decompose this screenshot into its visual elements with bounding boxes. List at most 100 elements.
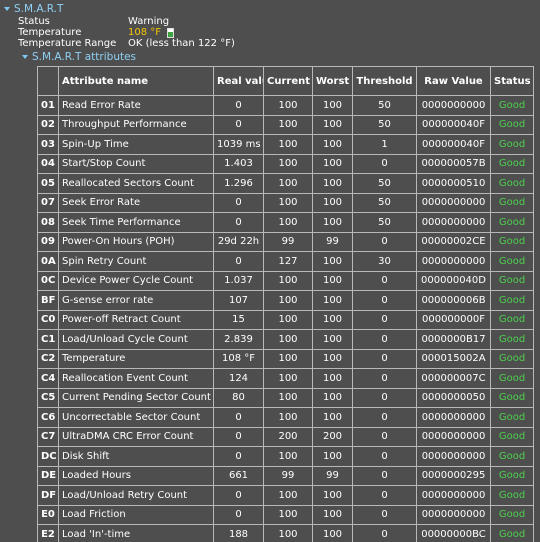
table-row[interactable]: C2 Temperature 108 °F 100 100 0 000015002A Good — [37, 348, 534, 369]
table-row[interactable]: C0 Power-off Retract Count 15 100 100 0 000000… — [37, 309, 534, 330]
table-row[interactable]: 08 Seek Time Performance 0 100 100 50 00000000… — [37, 212, 534, 233]
status-header[interactable]: Status — [490, 66, 534, 96]
attribute-name: Start/Stop Count — [58, 153, 214, 174]
raw-value: 000015002A — [416, 348, 491, 369]
worst-value: 99 — [312, 231, 353, 252]
table-row[interactable]: 05 Reallocated Sectors Count 1.296 100 100 50… — [37, 173, 534, 194]
raw-value-header[interactable]: Raw Value — [416, 66, 491, 96]
table-row[interactable]: C4 Reallocation Event Count 124 100 100 0 0000… — [37, 368, 534, 389]
table-row[interactable]: C5 Current Pending Sector Count 80 100 100 0 0… — [37, 387, 534, 408]
current-value: 100 — [263, 407, 313, 428]
status-value: Good — [490, 231, 534, 252]
smart-section-header[interactable]: S.M.A.R.T — [2, 2, 63, 16]
table-row[interactable]: DC Disk Shift 0 100 100 0 0000000000 Good — [37, 446, 534, 467]
temperature-range-label: Temperature Range — [18, 38, 117, 49]
table-row[interactable]: 0C Device Power Cycle Count 1.037 100 100 0 00… — [37, 270, 534, 291]
worst-value: 100 — [312, 251, 353, 272]
attribute-id: 08 — [37, 212, 59, 233]
attribute-name: Load Friction — [58, 504, 214, 525]
table-row[interactable]: 09 Power-On Hours (POH) 29d 22h 99 99 0 000000… — [37, 231, 534, 252]
raw-value: 000000000F — [416, 309, 491, 330]
table-row[interactable]: E0 Load Friction 0 100 100 0 0000000000 Good — [37, 504, 534, 525]
attribute-id: BF — [37, 290, 59, 311]
status-value: Good — [490, 446, 534, 467]
table-row[interactable]: 07 Seek Error Rate 0 100 100 50 0000000000 Good — [37, 192, 534, 213]
raw-value: 00000002CE — [416, 231, 491, 252]
table-row[interactable]: 04 Start/Stop Count 1.403 100 100 0 000000057B… — [37, 153, 534, 174]
attribute-id: DE — [37, 465, 59, 486]
attribute-name: Temperature — [58, 348, 214, 369]
attribute-name: Seek Time Performance — [58, 212, 214, 233]
attribute-name: Throughput Performance — [58, 114, 214, 135]
attribute-name: Load/Unload Retry Count — [58, 485, 214, 506]
attribute-name-header[interactable]: Attribute name — [58, 66, 214, 96]
attribute-id: 0A — [37, 251, 59, 272]
worst-value: 100 — [312, 368, 353, 389]
status-value: Good — [490, 465, 534, 486]
threshold-value: 0 — [352, 153, 417, 174]
threshold-header[interactable]: Threshold — [352, 66, 417, 96]
temperature-range-value: OK (less than 122 °F) — [128, 38, 235, 49]
status-value: Good — [490, 270, 534, 291]
worst-value: 100 — [312, 212, 353, 233]
status-value: Good — [490, 348, 534, 369]
temperature-value-wrap: 108 °F — [128, 27, 175, 39]
raw-value: 0000000000 — [416, 251, 491, 272]
raw-value: 000000040D — [416, 270, 491, 291]
threshold-value: 0 — [352, 368, 417, 389]
collapse-arrow-icon[interactable] — [22, 55, 28, 59]
thermometer-icon — [167, 28, 175, 38]
attribute-name: Load 'In'-time — [58, 524, 214, 542]
threshold-value: 50 — [352, 173, 417, 194]
worst-header[interactable]: Worst — [312, 66, 353, 96]
raw-value: 0000000000 — [416, 192, 491, 213]
current-value: 100 — [263, 270, 313, 291]
attribute-name: G-sense error rate — [58, 290, 214, 311]
collapse-arrow-icon[interactable] — [4, 7, 10, 11]
worst-value: 100 — [312, 114, 353, 135]
table-row[interactable]: 02 Throughput Performance 0 100 100 50 0000000… — [37, 114, 534, 135]
attributes-section-header[interactable]: S.M.A.R.T attributes — [20, 51, 136, 63]
attribute-id: C0 — [37, 309, 59, 330]
threshold-value: 0 — [352, 270, 417, 291]
table-row[interactable]: 03 Spin-Up Time 1039 ms 100 100 1 000000040F Go… — [37, 134, 534, 155]
real-value: 0 — [213, 114, 264, 135]
threshold-value: 0 — [352, 407, 417, 428]
status-value: Good — [490, 173, 534, 194]
current-value: 200 — [263, 426, 313, 447]
attribute-id: C4 — [37, 368, 59, 389]
table-row[interactable]: 0A Spin Retry Count 0 127 100 30 0000000000 Goo… — [37, 251, 534, 272]
table-row[interactable]: DE Loaded Hours 661 99 99 0 0000000295 Good — [37, 465, 534, 486]
status-value: Good — [490, 524, 534, 542]
real-value: 0 — [213, 212, 264, 233]
real-value: 15 — [213, 309, 264, 330]
current-value: 100 — [263, 309, 313, 330]
table-row[interactable]: 01 Read Error Rate 0 100 100 50 0000000000 Good — [37, 95, 534, 116]
attribute-id: C2 — [37, 348, 59, 369]
table-row[interactable]: C1 Load/Unload Cycle Count 2.839 100 100 0 000… — [37, 329, 534, 350]
table-row[interactable]: DF Load/Unload Retry Count 0 100 100 0 0000000… — [37, 485, 534, 506]
table-row[interactable]: C6 Uncorrectable Sector Count 0 100 100 0 0000… — [37, 407, 534, 428]
worst-value: 100 — [312, 407, 353, 428]
real-value-header[interactable]: Real value — [213, 66, 264, 96]
table-row[interactable]: BF G-sense error rate 107 100 100 0 000000006B… — [37, 290, 534, 311]
status-value: Good — [490, 114, 534, 135]
threshold-value: 50 — [352, 114, 417, 135]
raw-value: 0000000000 — [416, 485, 491, 506]
raw-value: 000000057B — [416, 153, 491, 174]
real-value: 108 °F — [213, 348, 264, 369]
attribute-name: Spin-Up Time — [58, 134, 214, 155]
table-row[interactable]: C7 UltraDMA CRC Error Count 0 200 200 0 000000… — [37, 426, 534, 447]
real-value: 29d 22h — [213, 231, 264, 252]
table-row[interactable]: E2 Load 'In'-time 188 100 100 0 00000000BC Good — [37, 524, 534, 542]
current-value: 100 — [263, 348, 313, 369]
current-value: 100 — [263, 134, 313, 155]
real-value: 0 — [213, 426, 264, 447]
current-header[interactable]: Current — [263, 66, 313, 96]
raw-value: 0000000000 — [416, 426, 491, 447]
attribute-id: 0C — [37, 270, 59, 291]
worst-value: 100 — [312, 95, 353, 116]
real-value: 0 — [213, 95, 264, 116]
current-value: 100 — [263, 485, 313, 506]
attribute-id: C7 — [37, 426, 59, 447]
